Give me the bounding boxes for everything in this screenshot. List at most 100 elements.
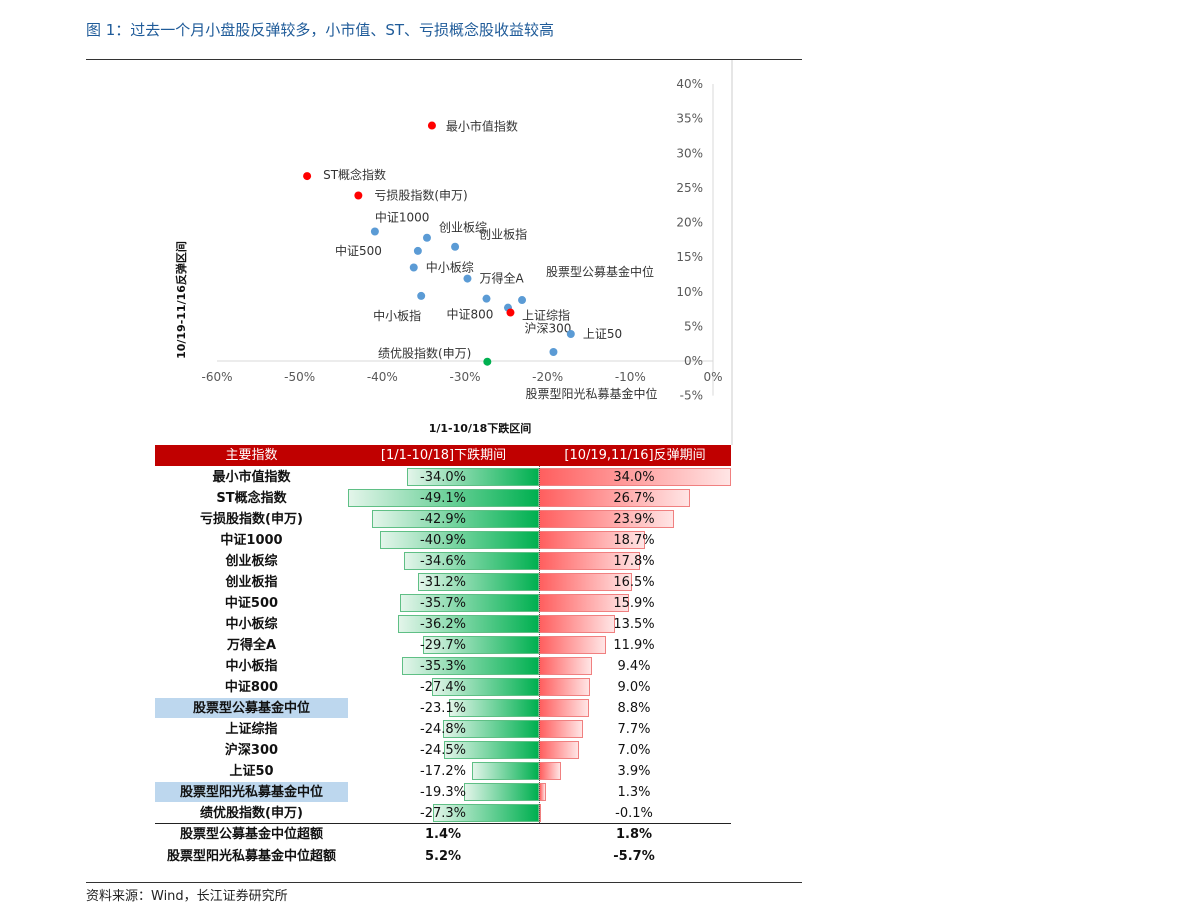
drop-value: -35.3%	[420, 659, 466, 674]
drop-value: -34.6%	[420, 554, 466, 569]
drop-value: -29.7%	[420, 638, 466, 653]
drop-value: -24.5%	[420, 743, 466, 758]
data-point-label: 沪深300	[524, 322, 571, 336]
y-tick-label: 10%	[676, 285, 703, 299]
rebound-value: -0.1%	[615, 806, 653, 821]
drop-bar	[449, 699, 539, 717]
y-tick-label: 25%	[676, 181, 703, 195]
table-row: 最小市值指数 -34.0% 34.0%	[155, 467, 732, 488]
drop-bar	[398, 615, 539, 633]
rebound-value: 9.4%	[617, 659, 651, 674]
x-tick-label: -50%	[284, 370, 315, 384]
data-point	[354, 191, 363, 200]
drop-value: -27.4%	[420, 680, 466, 695]
drop-value: -36.2%	[420, 617, 466, 632]
x-tick-label: -10%	[615, 370, 646, 384]
drop-bar	[401, 657, 539, 675]
drop-value: -40.9%	[420, 533, 466, 548]
index-name: 中证800	[224, 680, 279, 695]
table-header: 主要指数 [1/1-10/18]下跌期间 [10/19,11/16]反弹期间	[155, 445, 731, 466]
drop-bar	[423, 636, 539, 654]
index-name: 中小板指	[225, 659, 278, 674]
data-point	[370, 227, 379, 236]
index-name: 沪深300	[224, 743, 279, 758]
figure-title: 图 1：过去一个月小盘股反弹较多，小市值、ST、亏损概念股收益较高	[86, 21, 554, 39]
rebound-excess: -5.7%	[613, 849, 655, 864]
drop-excess: 5.2%	[424, 849, 462, 864]
drop-value: -23.1%	[420, 701, 466, 716]
excess-name: 股票型阳光私募基金中位超额	[166, 849, 336, 864]
index-name: 中证1000	[220, 533, 283, 548]
excess-row: 股票型公募基金中位超额 1.4% 1.8%	[155, 824, 731, 845]
drop-bar	[432, 678, 539, 696]
index-name: 中证500	[224, 596, 279, 611]
table-row: 沪深300 -24.5% 7.0%	[155, 740, 731, 761]
rebound-excess: 1.8%	[615, 827, 653, 842]
y-tick-label: 20%	[676, 216, 703, 230]
y-tick-label: 0%	[684, 354, 703, 368]
table-row: 中证800 -27.4% 9.0%	[155, 677, 731, 698]
drop-value: -27.3%	[420, 806, 466, 821]
drop-bar	[348, 489, 539, 507]
rebound-value: 23.9%	[613, 512, 655, 527]
drop-value: -24.8%	[420, 722, 466, 737]
data-point	[482, 294, 491, 303]
data-point	[303, 172, 312, 181]
data-point	[409, 263, 418, 272]
index-name: 最小市值指数	[212, 470, 291, 485]
x-tick-label: -40%	[367, 370, 398, 384]
y-tick-label: 15%	[676, 250, 703, 264]
drop-value: -31.2%	[420, 575, 466, 590]
drop-bar	[432, 804, 539, 822]
drop-excess: 1.4%	[424, 827, 462, 842]
data-point-label: 创业板综	[439, 221, 487, 235]
rebound-value: 7.0%	[617, 743, 651, 758]
data-point-label: 中小板指	[373, 308, 421, 323]
data-point	[518, 296, 527, 305]
data-point	[451, 242, 460, 251]
drop-bar	[443, 741, 539, 759]
rebound-value: 8.8%	[617, 701, 651, 716]
bottom-rule	[86, 882, 802, 883]
excess-divider	[155, 823, 731, 824]
table-row: 创业板综 -34.6% 17.8%	[155, 551, 731, 572]
x-tick-label: -20%	[532, 370, 563, 384]
data-point	[483, 357, 492, 366]
drop-bar	[400, 594, 539, 612]
header-index: 主要指数	[225, 448, 278, 463]
source-note: 资料来源：Wind，长江证券研究所	[86, 889, 288, 904]
zero-line	[539, 466, 540, 823]
drop-value: -35.7%	[420, 596, 466, 611]
y-tick-label: -5%	[680, 389, 703, 403]
drop-bar	[442, 720, 539, 738]
data-point	[506, 308, 515, 317]
rebound-value: 13.5%	[613, 617, 655, 632]
rebound-value: 16.5%	[613, 575, 655, 590]
index-name: 绩优股指数(申万)	[200, 806, 303, 821]
table-row: 股票型阳光私募基金中位 -19.3% 1.3%	[155, 782, 731, 803]
data-point	[549, 347, 558, 356]
table-row: 股票型公募基金中位 -23.1% 8.8%	[155, 698, 731, 719]
rebound-value: 18.7%	[613, 533, 655, 548]
y-tick-label: 35%	[676, 112, 703, 126]
x-tick-label: 0%	[703, 370, 722, 384]
table-row: 中证500 -35.7% 15.9%	[155, 593, 731, 614]
data-point	[427, 121, 436, 130]
data-point-label: 绩优股指数(申万)	[378, 346, 471, 361]
data-point	[463, 274, 472, 283]
drop-bar	[417, 573, 539, 591]
table-row: 中小板综 -36.2% 13.5%	[155, 614, 731, 635]
drop-bar	[404, 552, 539, 570]
table-row: 中证1000 -40.9% 18.7%	[155, 530, 731, 551]
data-point	[413, 246, 422, 255]
drop-value: -34.0%	[420, 470, 466, 485]
table-row: 上证综指 -24.8% 7.7%	[155, 719, 731, 740]
rebound-value: 3.9%	[617, 764, 651, 779]
index-name: ST概念指数	[216, 491, 287, 506]
data-point-label: 上证50	[583, 327, 622, 341]
data-point	[422, 233, 431, 242]
data-point-label: 最小市值指数	[446, 119, 518, 134]
data-point-label: ST概念指数	[323, 167, 386, 182]
drop-value: -42.9%	[420, 512, 466, 527]
data-point-label: 股票型阳光私募基金中位	[525, 386, 657, 401]
